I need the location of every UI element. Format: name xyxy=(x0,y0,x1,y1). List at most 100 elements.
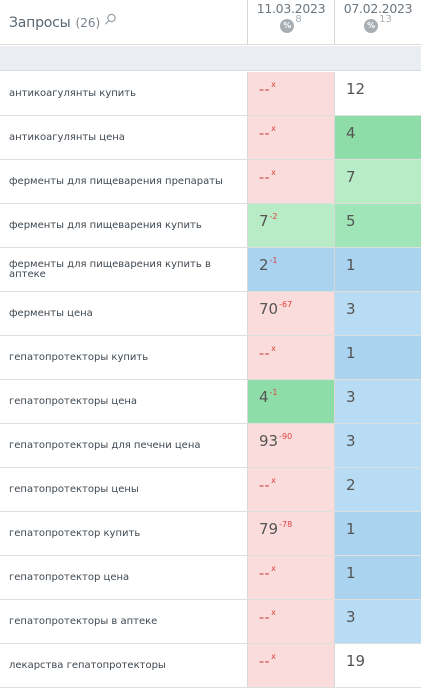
position-value: 79 xyxy=(259,520,279,538)
query-text: гепатопротекторы цены xyxy=(9,483,139,495)
position-value: 1 xyxy=(346,344,356,362)
position-value: -- xyxy=(259,126,271,142)
search-icon[interactable] xyxy=(104,11,117,25)
position-value: 93 xyxy=(259,432,279,450)
query-text: гепатопротекторы для печени цена xyxy=(9,439,201,451)
query-cell: гепатопротектор цена xyxy=(0,556,247,599)
table-row[interactable]: гепатопротекторы цены --x 2 xyxy=(0,468,421,512)
position-change: -90 xyxy=(279,432,293,441)
column-date: 07.02.2023 xyxy=(343,1,413,16)
table-body: антикоагулянты купить --x 12 антикоагулянты… xyxy=(0,72,421,688)
position-cell-date-1[interactable]: --x xyxy=(247,644,334,687)
table-row[interactable]: ферменты для пищеварения купить 7-2 5 xyxy=(0,204,421,248)
position-cell-date-2[interactable]: 3 xyxy=(334,424,421,467)
position-cell-date-1[interactable]: --x xyxy=(247,556,334,599)
position-cell-date-1[interactable]: 2-1 xyxy=(247,248,334,291)
percent-value: 13 xyxy=(379,14,392,25)
position-cell-date-1[interactable]: --x xyxy=(247,160,334,203)
queries-title: Запросы xyxy=(9,14,71,31)
position-cell-date-2[interactable]: 7 xyxy=(334,160,421,203)
position-cell-date-1[interactable]: 70-67 xyxy=(247,292,334,335)
percent-value: 8 xyxy=(295,14,302,25)
position-cell-date-1[interactable]: --x xyxy=(247,600,334,643)
table-row[interactable]: антикоагулянты цена --x 4 xyxy=(0,116,421,160)
position-change: -2 xyxy=(269,212,278,221)
query-text: гепатопротектор купить xyxy=(9,527,141,539)
position-change: x xyxy=(271,476,276,485)
position-cell-date-1[interactable]: 93-90 xyxy=(247,424,334,467)
query-text: ферменты для пищеварения препараты xyxy=(9,175,223,187)
position-change: x xyxy=(271,564,276,573)
table-row[interactable]: гепатопротекторы купить --x 1 xyxy=(0,336,421,380)
position-cell-date-1[interactable]: 7-2 xyxy=(247,204,334,247)
table-row[interactable]: лекарства гепатопротекторы --x 19 xyxy=(0,644,421,688)
query-cell: гепатопротекторы цены xyxy=(0,468,247,511)
position-value: 7 xyxy=(346,168,356,186)
position-change: x xyxy=(271,652,276,661)
query-text: ферменты для пищеварения купить в аптеке xyxy=(9,259,211,280)
position-value: 4 xyxy=(259,388,269,406)
position-value: 70 xyxy=(259,300,279,318)
position-cell-date-2[interactable]: 2 xyxy=(334,468,421,511)
position-cell-date-1[interactable]: 4-1 xyxy=(247,380,334,423)
position-cell-date-2[interactable]: 5 xyxy=(334,204,421,247)
percent-icon: % xyxy=(364,19,379,33)
position-value: -- xyxy=(259,654,271,670)
query-cell: ферменты цена xyxy=(0,292,247,335)
queries-count: (26) xyxy=(75,15,101,30)
percent-icon: % xyxy=(280,19,295,33)
position-value: 19 xyxy=(346,652,366,670)
position-cell-date-2[interactable]: 12 xyxy=(334,72,421,115)
queries-header[interactable]: Запросы (26) xyxy=(0,0,247,45)
position-cell-date-2[interactable]: 19 xyxy=(334,644,421,687)
table-row[interactable]: ферменты цена 70-67 3 xyxy=(0,292,421,336)
position-cell-date-2[interactable]: 3 xyxy=(334,600,421,643)
date-column-header-2[interactable]: 07.02.2023 % 13 xyxy=(334,0,421,45)
position-change: x xyxy=(271,80,276,89)
query-cell: антикоагулянты цена xyxy=(0,116,247,159)
table-row[interactable]: ферменты для пищеварения купить в аптеке… xyxy=(0,248,421,292)
table-row[interactable]: гепатопротекторы цена 4-1 3 xyxy=(0,380,421,424)
query-text: гепатопротекторы цена xyxy=(9,395,138,407)
position-cell-date-2[interactable]: 4 xyxy=(334,116,421,159)
position-cell-date-1[interactable]: --x xyxy=(247,116,334,159)
date-column-header-1[interactable]: 11.03.2023 % 8 xyxy=(247,0,334,45)
query-text: ферменты для пищеварения купить xyxy=(9,219,202,231)
position-value: 2 xyxy=(259,256,269,274)
query-cell: гепатопротекторы для печени цена xyxy=(0,424,247,467)
query-text: гепатопротекторы купить xyxy=(9,351,149,363)
table-row[interactable]: гепатопротектор купить 79-78 1 xyxy=(0,512,421,556)
query-cell: ферменты для пищеварения купить xyxy=(0,204,247,247)
query-text: ферменты цена xyxy=(9,307,93,319)
query-text: гепатопротектор цена xyxy=(9,571,130,583)
position-cell-date-2[interactable]: 3 xyxy=(334,380,421,423)
position-value: -- xyxy=(259,346,271,362)
table-row[interactable]: антикоагулянты купить --x 12 xyxy=(0,72,421,116)
table-row[interactable]: ферменты для пищеварения препараты --x 7 xyxy=(0,160,421,204)
query-cell: ферменты для пищеварения купить в аптеке xyxy=(0,248,247,291)
position-cell-date-1[interactable]: 79-78 xyxy=(247,512,334,555)
position-cell-date-1[interactable]: --x xyxy=(247,336,334,379)
position-value: 2 xyxy=(346,476,356,494)
query-cell: гепатопротекторы купить xyxy=(0,336,247,379)
table-row[interactable]: гепатопротектор цена --x 1 xyxy=(0,556,421,600)
position-cell-date-2[interactable]: 1 xyxy=(334,556,421,599)
query-text: гепатопротекторы в аптеке xyxy=(9,615,158,627)
table-row[interactable]: гепатопротекторы в аптеке --x 3 xyxy=(0,600,421,644)
position-cell-date-2[interactable]: 1 xyxy=(334,336,421,379)
query-cell: антикоагулянты купить xyxy=(0,72,247,115)
position-cell-date-2[interactable]: 1 xyxy=(334,512,421,555)
position-change: -67 xyxy=(279,300,293,309)
query-text: антикоагулянты купить xyxy=(9,87,137,99)
query-cell: гепатопротекторы цена xyxy=(0,380,247,423)
query-text: лекарства гепатопротекторы xyxy=(9,659,166,671)
position-value: 1 xyxy=(346,520,356,538)
position-cell-date-2[interactable]: 3 xyxy=(334,292,421,335)
position-value: 3 xyxy=(346,300,356,318)
table-row[interactable]: гепатопротекторы для печени цена 93-90 3 xyxy=(0,424,421,468)
position-cell-date-1[interactable]: --x xyxy=(247,72,334,115)
position-cell-date-2[interactable]: 1 xyxy=(334,248,421,291)
position-change: -78 xyxy=(279,520,293,529)
position-cell-date-1[interactable]: --x xyxy=(247,468,334,511)
position-value: -- xyxy=(259,610,271,626)
